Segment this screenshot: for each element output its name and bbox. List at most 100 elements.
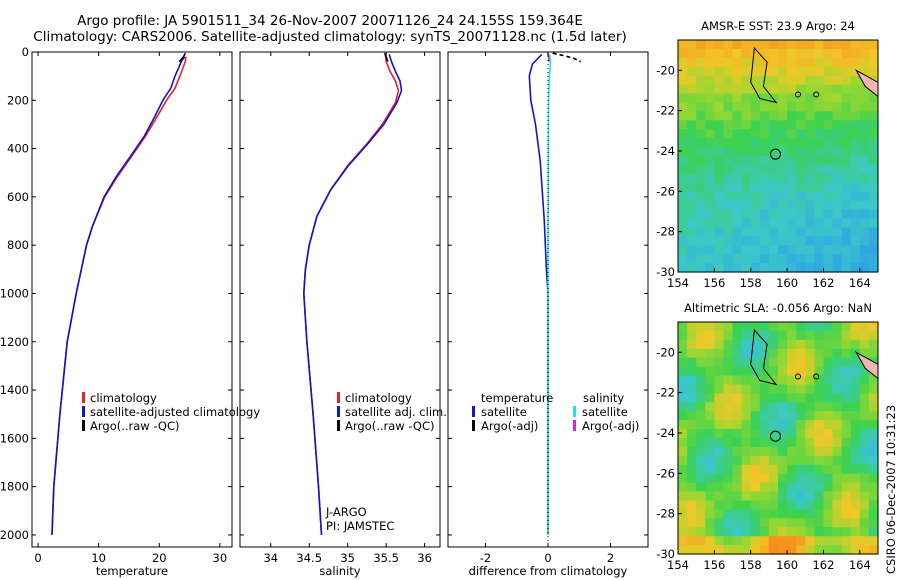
map-cell [705, 482, 715, 493]
map-cell [796, 40, 806, 50]
map-cell [778, 402, 788, 412]
map-cell [859, 518, 870, 528]
map-cell [687, 209, 697, 219]
map-cell [705, 518, 715, 528]
map-cell [696, 384, 706, 394]
map-cell [759, 48, 770, 59]
map-cell [850, 375, 861, 385]
map-cell [750, 120, 761, 130]
map-cell [823, 245, 834, 255]
map-cell [687, 384, 697, 394]
map-cell [741, 57, 752, 68]
map-cell [805, 357, 815, 368]
map-cell [732, 518, 743, 528]
map-cell [759, 218, 770, 228]
map-cell [687, 93, 697, 103]
map-cell [696, 164, 706, 175]
map-cell [823, 173, 834, 184]
map-cell [805, 40, 815, 50]
map-cell [714, 527, 725, 537]
map-title: AMSR-E SST: 23.9 Argo: 24 [701, 19, 855, 33]
map-cell [768, 129, 779, 139]
x-tick-label: 36 [417, 551, 432, 565]
map-cell [868, 66, 879, 77]
map-cell [768, 254, 779, 264]
map-cell [741, 420, 752, 430]
x-axis-label: difference from climatology [469, 564, 628, 578]
map-cell [868, 102, 879, 112]
map-cell [750, 102, 761, 112]
map-cell [832, 500, 843, 510]
map-cell [841, 536, 852, 546]
map-cell [787, 254, 797, 264]
map-cell [841, 393, 852, 403]
map-cell [850, 236, 861, 246]
map-cell [814, 129, 825, 139]
map-cell [787, 66, 797, 77]
map-cell [759, 236, 770, 246]
map-cell [778, 348, 788, 359]
figure-title-line-2: Climatology: CARS2006. Satellite-adjuste… [33, 29, 627, 45]
map-cell [750, 75, 761, 86]
map-cell [723, 429, 734, 439]
map-cell [805, 129, 815, 139]
map-cell [805, 402, 815, 412]
map-cell [796, 339, 806, 350]
map-cell [759, 366, 770, 377]
map-cell [832, 366, 843, 377]
legend-diff-swatch [573, 420, 576, 431]
map-cell [714, 164, 725, 175]
map-cell [678, 393, 688, 403]
x-tick-label: 35.5 [373, 551, 399, 565]
map-cell [850, 57, 861, 68]
map-cell [741, 40, 752, 50]
map-cell [723, 129, 734, 139]
argo-location-marker [769, 430, 781, 442]
map-cell [678, 156, 688, 166]
map-cell [850, 156, 861, 166]
map-cell [768, 384, 779, 394]
map-cell [687, 339, 697, 350]
argo-location-marker [769, 148, 781, 160]
map-cell [768, 402, 779, 412]
map-cell [714, 322, 725, 332]
map-cell [768, 66, 779, 77]
map-cell [741, 482, 752, 493]
map-cell [787, 330, 797, 341]
map-cell [778, 330, 788, 341]
map-cell [832, 411, 843, 421]
x-axis-label: salinity [319, 564, 360, 578]
map-cell [759, 245, 770, 255]
map-cell [714, 482, 725, 493]
map-cell [814, 182, 825, 193]
map-cell [723, 173, 734, 184]
y-tick-label: 1600 [0, 431, 29, 445]
map-cell [732, 182, 743, 193]
map-cell [723, 200, 734, 211]
map-cell [732, 48, 743, 59]
legend-temperature-swatch [82, 420, 85, 431]
map-cell [687, 263, 697, 273]
map-cell [705, 111, 715, 121]
map-cell [859, 120, 870, 130]
map-cell [759, 173, 770, 184]
map-cell [687, 446, 697, 457]
map-cell [741, 455, 752, 466]
map-cell [723, 66, 734, 77]
map-cell [805, 330, 815, 341]
map-cell [787, 384, 797, 394]
map-cell [687, 102, 697, 112]
map-cell [868, 138, 879, 148]
map-cell [778, 545, 788, 555]
map-cell [768, 491, 779, 501]
map-cell [696, 518, 706, 528]
map-cell [678, 438, 688, 448]
map-cell [805, 138, 815, 148]
map-cell [859, 500, 870, 510]
map-cell [787, 393, 797, 403]
map-cell [723, 254, 734, 264]
map-cell [841, 509, 852, 519]
map-cell [850, 339, 861, 350]
map-cell [832, 438, 843, 448]
map-cell [759, 322, 770, 332]
